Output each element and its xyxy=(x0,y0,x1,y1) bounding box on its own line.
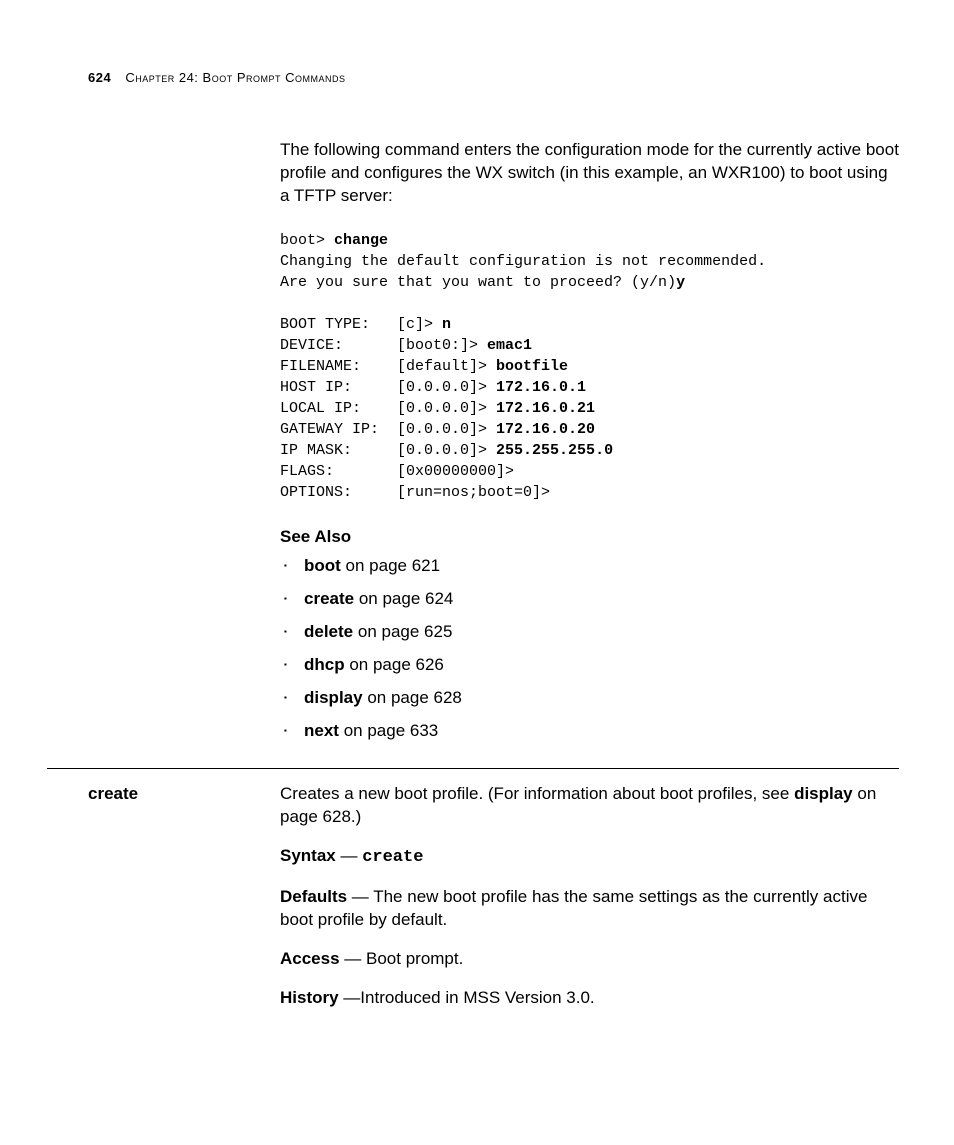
syntax-label: Syntax xyxy=(280,846,336,865)
code-bold: y xyxy=(676,274,685,291)
entry-description: Creates a new boot profile. (For informa… xyxy=(280,783,899,829)
see-also-item: dhcp on page 626 xyxy=(280,654,899,677)
entry-create: create Creates a new boot profile. (For … xyxy=(280,783,899,1026)
see-also-item: create on page 624 xyxy=(280,588,899,611)
see-also-cmd: next xyxy=(304,721,339,740)
see-also-cmd: boot xyxy=(304,556,341,575)
section-rule-row xyxy=(47,768,899,769)
code-label: DEVICE: [boot0:]> xyxy=(280,337,487,354)
see-also-cmd: delete xyxy=(304,622,353,641)
see-also-cmd: create xyxy=(304,589,354,608)
defaults-text: — The new boot profile has the same sett… xyxy=(280,887,867,929)
code-value: n xyxy=(442,316,451,333)
see-also-cmd: display xyxy=(304,688,363,707)
see-also-rest: on page 628 xyxy=(363,688,462,707)
code-line: Changing the default configuration is no… xyxy=(280,253,766,270)
see-also-item: display on page 628 xyxy=(280,687,899,710)
syntax-dash: — xyxy=(336,846,362,865)
code-label: HOST IP: [0.0.0.0]> xyxy=(280,379,496,396)
code-value: 172.16.0.21 xyxy=(496,400,595,417)
code-line: Are you sure that you want to proceed? (… xyxy=(280,274,676,291)
code-line-cmd: change xyxy=(334,232,388,249)
intro-paragraph: The following command enters the configu… xyxy=(280,139,899,208)
see-also-rest: on page 621 xyxy=(341,556,440,575)
see-also-list: boot on page 621 create on page 624 dele… xyxy=(280,555,899,743)
see-also-rest: on page 626 xyxy=(345,655,444,674)
page: 624 Chapter 24: Boot Prompt Commands The… xyxy=(0,0,954,1145)
code-value: 172.16.0.20 xyxy=(496,421,595,438)
access-label: Access xyxy=(280,949,340,968)
entry-desc-text: Creates a new boot profile. (For informa… xyxy=(280,784,794,803)
code-label: GATEWAY IP: [0.0.0.0]> xyxy=(280,421,496,438)
access-text: — Boot prompt. xyxy=(340,949,464,968)
code-label: FLAGS: [0x00000000]> xyxy=(280,463,514,480)
see-also-heading: See Also xyxy=(280,527,899,547)
history-text: —Introduced in MSS Version 3.0. xyxy=(339,988,595,1007)
see-also-cmd: dhcp xyxy=(304,655,345,674)
code-label: IP MASK: [0.0.0.0]> xyxy=(280,442,496,459)
code-line-prompt: boot> xyxy=(280,232,334,249)
running-header: 624 Chapter 24: Boot Prompt Commands xyxy=(88,70,899,85)
entry-desc-bold: display xyxy=(794,784,853,803)
entry-syntax: Syntax — create xyxy=(280,845,899,870)
code-block: boot> change Changing the default config… xyxy=(280,230,899,503)
code-value: 172.16.0.1 xyxy=(496,379,586,396)
chapter-prefix: Chapter 24: xyxy=(125,70,202,85)
see-also-item: boot on page 621 xyxy=(280,555,899,578)
page-number: 624 xyxy=(88,70,111,85)
see-also-item: next on page 633 xyxy=(280,720,899,743)
see-also-rest: on page 624 xyxy=(354,589,453,608)
code-label: FILENAME: [default]> xyxy=(280,358,496,375)
see-also-rest: on page 633 xyxy=(339,721,438,740)
chapter-title: Boot Prompt Commands xyxy=(203,70,346,85)
syntax-cmd: create xyxy=(362,848,423,867)
entry-access: Access — Boot prompt. xyxy=(280,948,899,971)
code-label: OPTIONS: [run=nos;boot=0]> xyxy=(280,484,550,501)
code-value: emac1 xyxy=(487,337,532,354)
entry-margin-head: create xyxy=(88,783,280,804)
entry-body: Creates a new boot profile. (For informa… xyxy=(280,783,899,1026)
defaults-label: Defaults xyxy=(280,887,347,906)
see-also-rest: on page 625 xyxy=(353,622,452,641)
code-label: LOCAL IP: [0.0.0.0]> xyxy=(280,400,496,417)
see-also-item: delete on page 625 xyxy=(280,621,899,644)
content-column: The following command enters the configu… xyxy=(280,139,899,1026)
code-label: BOOT TYPE: [c]> xyxy=(280,316,442,333)
code-value: 255.255.255.0 xyxy=(496,442,613,459)
code-value: bootfile xyxy=(496,358,568,375)
section-rule xyxy=(47,768,899,769)
history-label: History xyxy=(280,988,339,1007)
entry-history: History —Introduced in MSS Version 3.0. xyxy=(280,987,899,1010)
entry-defaults: Defaults — The new boot profile has the … xyxy=(280,886,899,932)
